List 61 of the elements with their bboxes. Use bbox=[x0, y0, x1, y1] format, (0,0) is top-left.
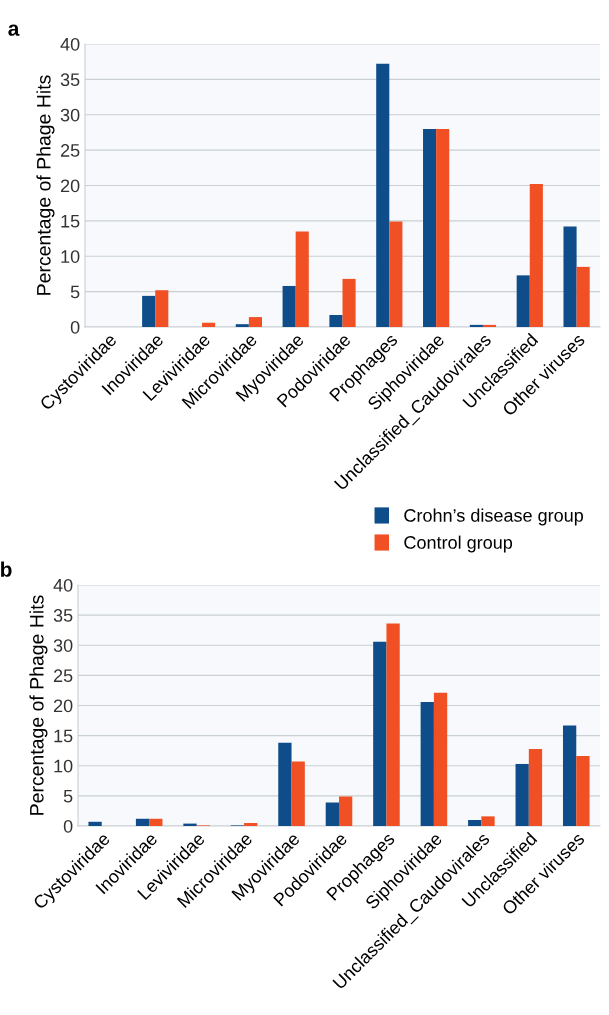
bar bbox=[562, 725, 577, 826]
bar bbox=[481, 816, 495, 826]
y-tick-label: 25 bbox=[53, 669, 73, 683]
bar bbox=[468, 819, 482, 826]
legend-label: Control group bbox=[404, 535, 513, 553]
y-tick-label: 25 bbox=[60, 144, 80, 157]
y-tick-label: 15 bbox=[61, 215, 80, 228]
y-tick-label: 40 bbox=[53, 578, 73, 592]
y-tick-label: 0 bbox=[70, 320, 80, 334]
legend-label: Crohn’s disease group bbox=[404, 508, 584, 526]
bar bbox=[436, 128, 450, 327]
bar bbox=[376, 63, 390, 327]
bar bbox=[291, 761, 305, 826]
bar bbox=[325, 802, 339, 826]
bar bbox=[248, 317, 262, 327]
bar bbox=[329, 314, 343, 327]
bar bbox=[389, 221, 403, 327]
bar bbox=[342, 278, 356, 327]
y-tick-label: 15 bbox=[54, 729, 73, 743]
y-tick-label: 30 bbox=[60, 108, 80, 122]
bar bbox=[244, 822, 258, 826]
bar bbox=[339, 796, 353, 826]
bar bbox=[282, 285, 296, 327]
y-tick-label: 5 bbox=[70, 285, 80, 299]
bar bbox=[88, 821, 102, 826]
y-tick-label: 20 bbox=[53, 699, 73, 713]
y-tick-label: 0 bbox=[63, 819, 73, 833]
y-tick-label: 30 bbox=[53, 639, 73, 652]
bar bbox=[235, 324, 249, 327]
bar bbox=[155, 290, 169, 327]
y-tick-label: 35 bbox=[60, 73, 80, 87]
bar bbox=[433, 692, 448, 826]
y-tick-label: 20 bbox=[60, 179, 80, 193]
bar bbox=[295, 231, 309, 327]
bar bbox=[142, 295, 156, 327]
bar bbox=[135, 818, 150, 826]
y-tick-label: 10 bbox=[54, 759, 73, 773]
bar bbox=[482, 324, 497, 327]
y-tick-label: 35 bbox=[53, 609, 73, 622]
bar bbox=[576, 266, 590, 327]
chart-title: b bbox=[1, 561, 12, 577]
bar bbox=[515, 763, 529, 826]
bar bbox=[420, 701, 434, 826]
bar bbox=[516, 275, 530, 327]
bar bbox=[386, 623, 400, 826]
y-axis-title: Percentage of Phage Hits bbox=[36, 75, 55, 295]
bar bbox=[373, 641, 387, 826]
bar bbox=[202, 322, 216, 327]
y-tick-label: 5 bbox=[63, 790, 73, 803]
y-axis-title: Percentage of Phage Hits bbox=[29, 595, 48, 815]
bar bbox=[563, 226, 577, 327]
bar bbox=[278, 742, 292, 826]
bar bbox=[469, 324, 483, 327]
chart-title: a bbox=[8, 24, 20, 36]
y-tick-label: 10 bbox=[61, 250, 80, 263]
bar bbox=[529, 184, 543, 327]
y-tick-label: 40 bbox=[60, 37, 80, 51]
bar bbox=[576, 756, 590, 826]
bar bbox=[149, 818, 163, 826]
bar bbox=[423, 128, 437, 327]
bar bbox=[528, 748, 543, 826]
